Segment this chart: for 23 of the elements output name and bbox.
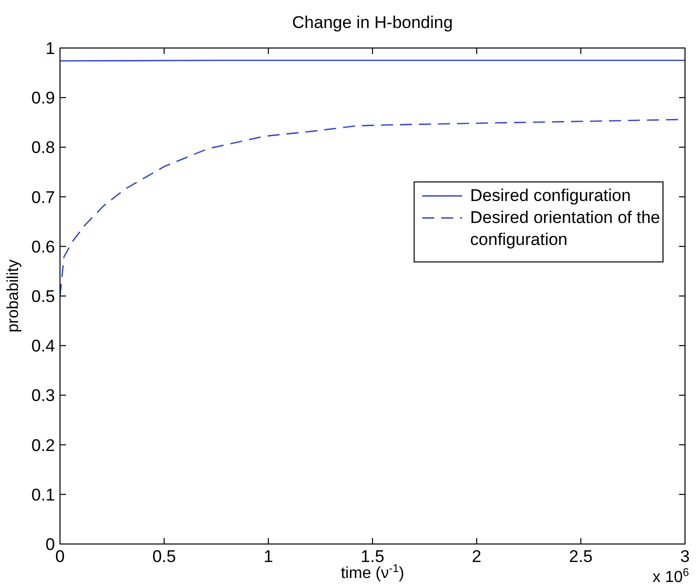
y-tick-label: 0.9 [31,88,55,108]
legend-label: Desired orientation of the configuration [470,208,660,249]
x-tick-label: 1.5 [360,547,384,566]
y-tick-label: 0.6 [31,237,55,256]
text: x 10$^{6}$ [652,567,689,584]
y-tick-label: 0.1 [31,485,55,504]
y-tick-label: 0.8 [31,138,55,158]
x-tick-label: 1 [264,547,274,566]
x-tick-label: 2.5 [569,547,593,566]
x-tick-label: 3 [680,547,690,566]
y-tick-label: 0.7 [31,188,55,207]
y-tick-label: 0.4 [31,336,55,356]
y-tick-label: 0 [46,535,55,554]
x-tick-label: 2 [472,547,482,566]
y-axis-title: probability [5,260,22,332]
x-tick-label: 0.5 [152,547,176,566]
y-tick-label: 0.3 [31,386,55,406]
chart-title: Change in H-bonding [292,13,453,32]
y-tick-label: 0.5 [31,287,55,306]
y-tick-label: 1 [46,39,55,58]
legend-label: Desired configuration [470,186,631,205]
x-axis-title: time (ν$^{-1}$) [340,563,404,582]
y-tick-label: 0.2 [31,436,55,455]
